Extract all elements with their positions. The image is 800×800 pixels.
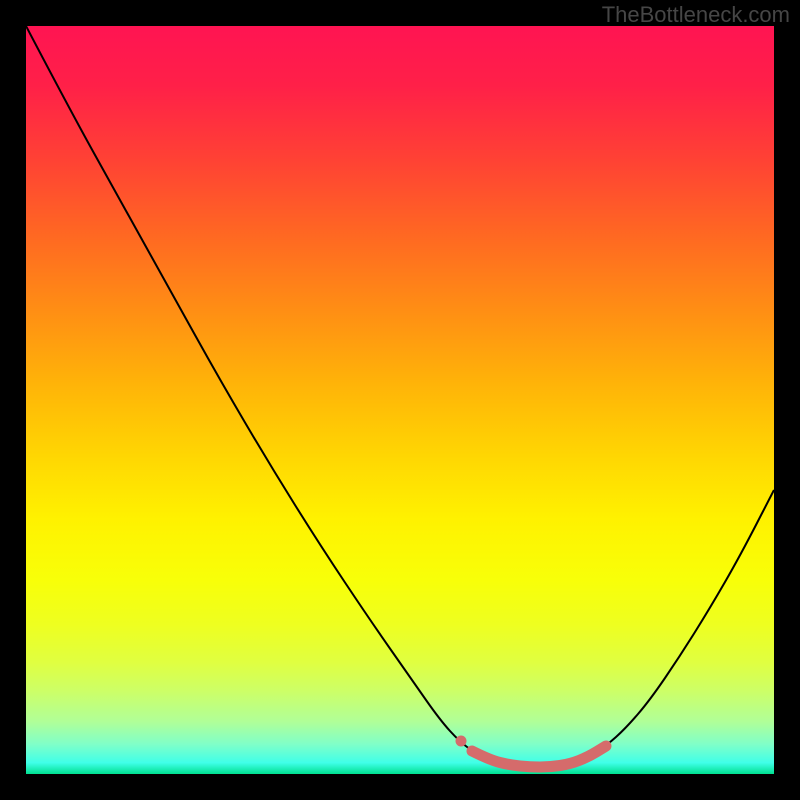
highlight-segment — [472, 746, 606, 767]
highlight-marker — [456, 736, 467, 747]
chart-container: TheBottleneck.com — [0, 0, 800, 800]
plot-area — [26, 26, 774, 774]
bottleneck-curve — [26, 26, 774, 768]
attribution-label: TheBottleneck.com — [602, 2, 790, 28]
curve-svg — [26, 26, 774, 774]
